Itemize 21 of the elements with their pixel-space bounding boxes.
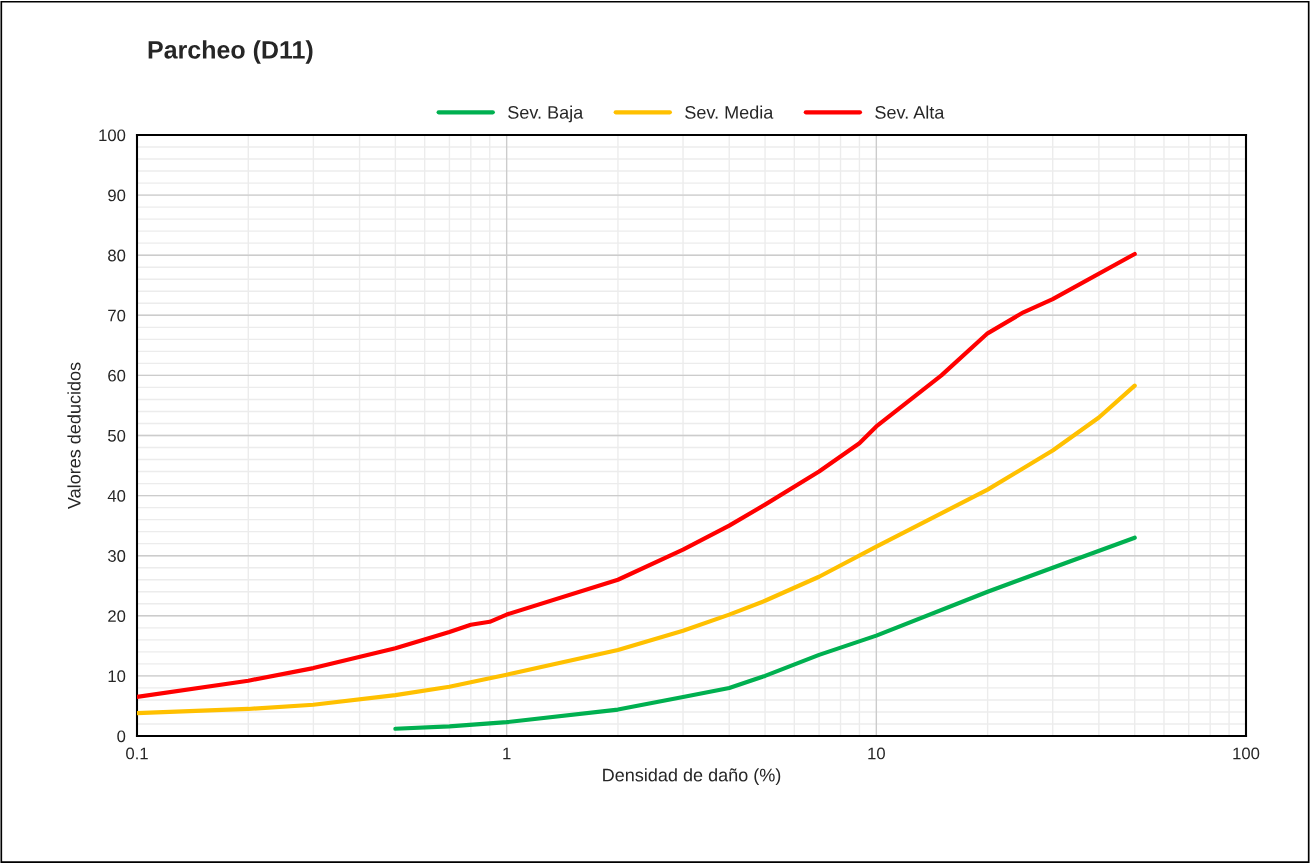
legend-label: Sev. Alta [875, 105, 945, 119]
x-tick-label: 0.1 [126, 747, 148, 760]
y-tick-label: 40 [107, 490, 126, 502]
y-tick-label: 60 [108, 369, 126, 382]
y-tick-label: 90 [108, 189, 126, 202]
x-axis-title: Densidad de daño (%) [603, 768, 781, 786]
y-tick-label: 0 [117, 730, 126, 743]
y-tick-label: 80 [108, 249, 126, 262]
x-tick-label: 10 [868, 747, 885, 760]
y-tick-label: 30 [107, 550, 126, 562]
legend-label: Sev. Baja [508, 105, 584, 123]
chart-title: Parcheo (D11) [148, 40, 313, 64]
y-tick-label: 100 [99, 129, 126, 142]
y-tick-label: 20 [108, 610, 126, 622]
x-tick-label: 1 [503, 747, 511, 760]
legend-label: Sev. Media [685, 105, 774, 119]
y-axis-title: Valores deducidos [67, 362, 81, 510]
x-tick-label: 100 [1233, 747, 1260, 760]
y-tick-label: 50 [108, 429, 126, 442]
y-tick-label: 70 [108, 309, 126, 322]
y-tick-label: 10 [108, 670, 126, 683]
